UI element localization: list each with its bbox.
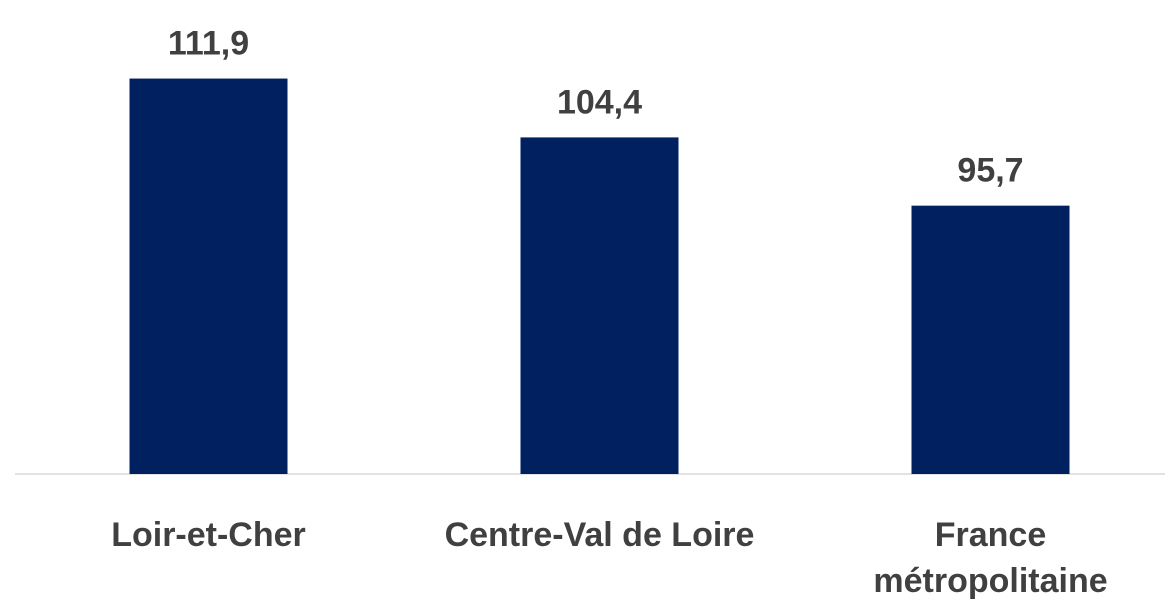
bar (520, 137, 679, 474)
x-tick-label: Loir-et-Cher (111, 516, 306, 554)
value-label: 111,9 (168, 25, 249, 63)
bar (129, 78, 288, 475)
value-label: 95,7 (957, 152, 1023, 190)
bar (911, 205, 1070, 474)
value-label: 104,4 (557, 83, 642, 121)
x-tick-label: France métropolitaine (873, 516, 1108, 600)
x-tick-label: Centre-Val de Loire (444, 516, 755, 554)
